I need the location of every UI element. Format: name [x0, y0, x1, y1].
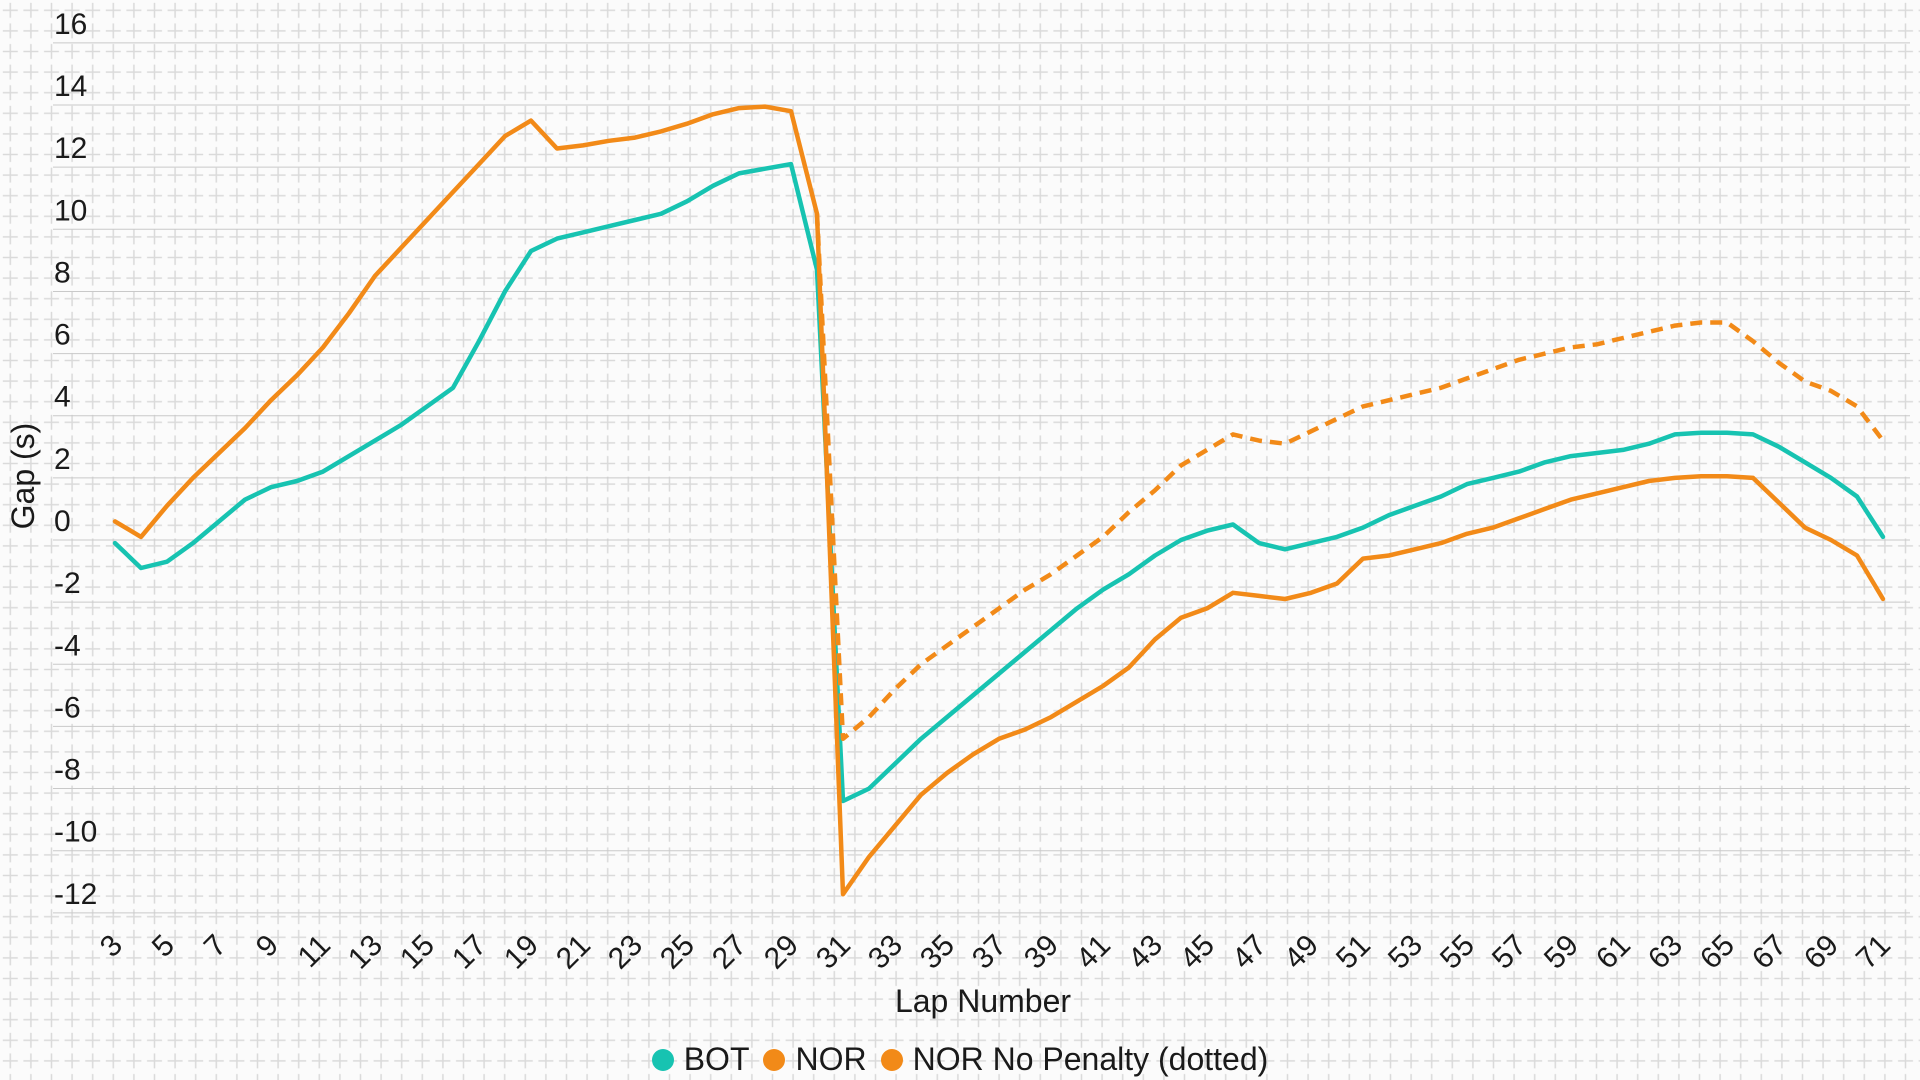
chart-legend: BOT NOR NOR No Penalty (dotted) [0, 1041, 1920, 1078]
legend-label: NOR No Penalty (dotted) [912, 1041, 1269, 1077]
legend-label: BOT [683, 1041, 750, 1077]
y-tick-label: 12 [54, 132, 87, 165]
y-tick-label: 4 [54, 381, 71, 414]
legend-label: NOR [795, 1041, 867, 1077]
series-line-nor-no-penalty-dotted- [814, 213, 1885, 742]
legend-item-nor[interactable]: NOR [763, 1041, 867, 1078]
y-tick-label: 0 [54, 505, 71, 538]
series-line-nor [112, 104, 1886, 897]
y-axis: 16 14 12 10 8 6 4 2 0 -2 -4 -6 -8 -10 -12 [54, 8, 97, 911]
y-tick-label: -2 [54, 567, 81, 600]
y-tick-label: 6 [54, 319, 71, 352]
y-tick-label: 14 [54, 70, 87, 103]
y-axis-title: Gap (s) [5, 423, 41, 530]
legend-dot-icon [763, 1048, 786, 1071]
y-tick-label: -8 [54, 754, 81, 787]
series-line-bot [112, 161, 1886, 804]
y-tick-label: -10 [54, 816, 97, 849]
y-tick-label: 16 [54, 8, 87, 41]
legend-item-bot[interactable]: BOT [651, 1041, 750, 1078]
series-lines [112, 104, 1886, 897]
y-tick-label: 8 [54, 256, 71, 289]
legend-dot-icon [880, 1048, 903, 1071]
legend-item-nor-no-penalty-dotted-[interactable]: NOR No Penalty (dotted) [880, 1041, 1269, 1078]
y-tick-label: 2 [54, 443, 71, 476]
y-tick-label: -4 [54, 629, 81, 662]
legend-dot-icon [651, 1048, 674, 1071]
y-tick-label: -12 [54, 878, 97, 911]
x-axis-title: Lap Number [895, 983, 1071, 1019]
y-tick-label: -6 [54, 691, 81, 724]
y-tick-label: 10 [54, 194, 87, 227]
